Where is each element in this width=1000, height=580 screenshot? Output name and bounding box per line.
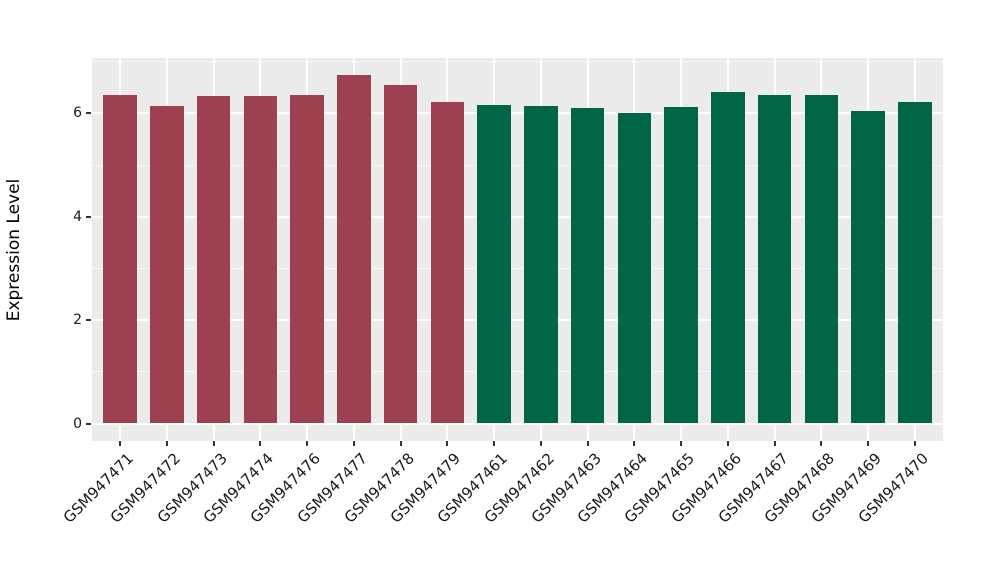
bar: [524, 106, 558, 424]
x-tick-mark: [352, 441, 355, 446]
x-tick-mark: [539, 441, 542, 446]
gridline-minor: [92, 164, 943, 166]
bar: [617, 112, 652, 424]
x-tick-mark: [726, 441, 729, 446]
y-tick-mark: [86, 215, 91, 218]
y-tick-mark: [86, 422, 91, 425]
x-tick-mark: [306, 441, 309, 446]
y-tick-mark: [86, 112, 91, 115]
bar: [477, 105, 511, 424]
x-tick-mark: [165, 441, 168, 446]
x-tick-mark: [586, 441, 589, 446]
bar: [196, 96, 231, 424]
bar: [290, 94, 324, 424]
bar: [570, 107, 605, 424]
y-tick-label: 2: [73, 312, 82, 329]
x-tick-mark: [399, 441, 402, 446]
bar: [243, 95, 278, 424]
gridline-major: [92, 215, 943, 218]
x-tick-mark: [212, 441, 215, 446]
y-axis-title: Expression Level: [4, 178, 24, 322]
bar: [898, 102, 932, 424]
bar: [430, 101, 465, 424]
x-tick-mark: [820, 441, 823, 446]
x-tick-mark: [680, 441, 683, 446]
bar: [337, 74, 371, 424]
gridline-minor: [92, 371, 943, 373]
y-tick-mark: [86, 319, 91, 322]
bar: [103, 94, 137, 424]
bar: [757, 95, 792, 424]
bar: [150, 106, 184, 424]
x-tick-mark: [119, 441, 122, 446]
bar: [383, 84, 418, 424]
x-tick-mark: [867, 441, 870, 446]
x-tick-mark: [493, 441, 496, 446]
gridline-minor: [92, 267, 943, 269]
plot-panel: [92, 58, 943, 441]
x-tick-mark: [633, 441, 636, 446]
gridline-major: [92, 319, 943, 322]
gridline-major: [92, 112, 943, 115]
bar: [664, 106, 698, 424]
gridline-minor: [92, 61, 943, 63]
x-tick-mark: [913, 441, 916, 446]
y-tick-label: 4: [73, 208, 82, 225]
x-tick-mark: [446, 441, 449, 446]
x-tick-mark: [773, 441, 776, 446]
bar: [804, 94, 839, 424]
y-tick-label: 6: [73, 105, 82, 122]
gridline-major: [92, 422, 943, 425]
bar: [711, 92, 745, 424]
x-tick-mark: [259, 441, 262, 446]
bar: [851, 110, 885, 424]
y-tick-label: 0: [73, 415, 82, 432]
